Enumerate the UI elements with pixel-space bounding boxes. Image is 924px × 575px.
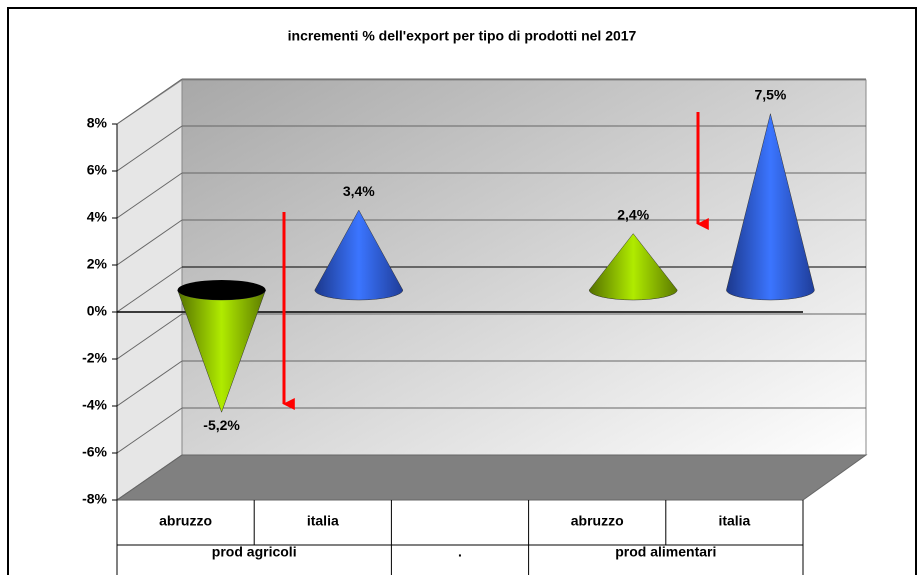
- y-tick-label: -2%: [82, 350, 107, 366]
- x-tick-label: abruzzo: [159, 513, 212, 529]
- grid-line: [116, 219, 183, 266]
- y-tick-label: 2%: [87, 256, 108, 272]
- y-tick-label: 4%: [87, 209, 108, 225]
- chart-title: incrementi % dell'export per tipo di pro…: [288, 28, 637, 44]
- grid-line: [116, 313, 183, 360]
- grid-line: [116, 454, 183, 501]
- data-label: -5,2%: [203, 417, 240, 433]
- cone: [314, 209, 404, 301]
- group-label: .: [458, 544, 462, 560]
- grid-line: [116, 360, 183, 407]
- y-tick-label: 6%: [87, 162, 108, 178]
- data-label: 2,4%: [617, 206, 649, 222]
- y-tick-label: -4%: [82, 397, 107, 413]
- grid-line: [116, 172, 183, 219]
- data-label: 7,5%: [754, 86, 786, 102]
- cone: [726, 113, 815, 301]
- data-label: 3,4%: [343, 183, 375, 199]
- grid-line: [116, 78, 183, 125]
- y-tick-label: -8%: [82, 491, 107, 507]
- y-tick-label: -6%: [82, 444, 107, 460]
- cone-top: [177, 280, 266, 300]
- y-tick-label: 8%: [87, 115, 108, 131]
- category-table: [116, 500, 804, 575]
- x-tick-label: italia: [307, 513, 339, 529]
- y-tick-label: 0%: [87, 303, 108, 319]
- floor: [115, 454, 868, 501]
- group-label: prod alimentari: [615, 544, 716, 560]
- x-tick-label: abruzzo: [571, 513, 624, 529]
- x-tick-label: italia: [718, 513, 750, 529]
- grid-line: [116, 125, 183, 172]
- group-label: prod agricoli: [212, 544, 297, 560]
- grid-line: [116, 266, 183, 313]
- grid-line: [116, 407, 183, 454]
- marks: [177, 113, 815, 413]
- cone: [588, 233, 678, 301]
